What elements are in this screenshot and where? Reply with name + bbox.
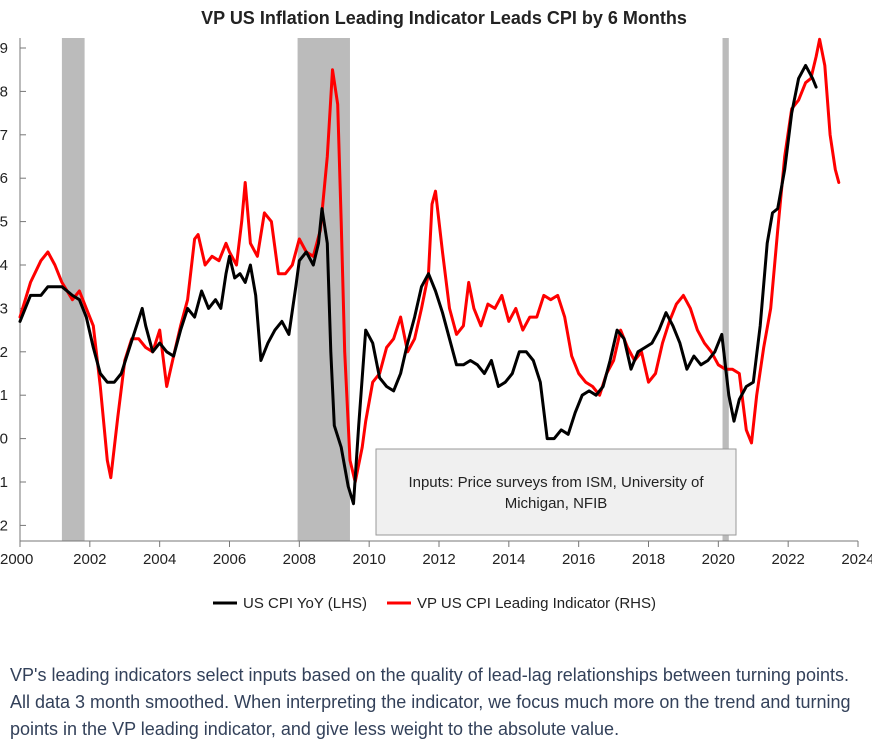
y-tick-label: 9 (0, 40, 8, 57)
x-tick-label: 2002 (73, 551, 106, 568)
y-tick-label: 1 (0, 387, 8, 404)
x-tick-label: 2022 (771, 551, 804, 568)
x-tick-label: 2020 (702, 551, 735, 568)
x-tick-label: 2006 (213, 551, 246, 568)
legend-label-leading: VP US CPI Leading Indicator (RHS) (417, 595, 656, 612)
x-tick-label: 2012 (422, 551, 455, 568)
x-tick-label: 2024 (841, 551, 872, 568)
recession-band-1 (297, 38, 350, 541)
chart: VP US Inflation Leading Indicator Leads … (0, 8, 872, 612)
legend-label-cpi: US CPI YoY (LHS) (243, 595, 367, 612)
recession-band-0 (61, 38, 85, 541)
x-tick-label: 2018 (632, 551, 665, 568)
recession-band-2 (722, 38, 729, 541)
chart-title: VP US Inflation Leading Indicator Leads … (201, 8, 687, 28)
x-tick-label: 2016 (562, 551, 595, 568)
y-tick-label: 2 (0, 344, 8, 361)
annotation-line-1: Inputs: Price surveys from ISM, Universi… (408, 474, 704, 491)
x-tick-label: 2000 (0, 551, 33, 568)
y-tick-label: 4 (0, 257, 8, 274)
y-tick-label: 5 (0, 214, 8, 231)
x-tick-label: 2004 (143, 551, 176, 568)
caption-text: VP's leading indicators select inputs ba… (10, 665, 851, 739)
x-tick-label: 2014 (492, 551, 525, 568)
annotation-line-2: Michigan, NFIB (505, 495, 608, 512)
y-tick-label: -1 (0, 474, 8, 491)
x-tick-label: 2010 (352, 551, 385, 568)
y-tick-label: 7 (0, 127, 8, 144)
recession-bands (61, 38, 729, 541)
y-tick-label: 6 (0, 170, 8, 187)
series-lines (18, 37, 841, 506)
series-line-leading-indicator (18, 37, 841, 484)
y-tick-label: 8 (0, 83, 8, 100)
series-line-cpi (18, 63, 818, 506)
legend: US CPI YoY (LHS) VP US CPI Leading Indic… (213, 595, 656, 612)
y-tick-label: -2 (0, 517, 8, 534)
axes: 9 8 7 6 5 4 3 2 1 0 -1 -2 2000 2002 2004 2006 2008 2010 20… (0, 38, 872, 568)
annotation-box: Inputs: Price surveys from ISM, Universi… (375, 448, 737, 536)
y-tick-label: 3 (0, 300, 8, 317)
y-tick-label: 0 (0, 431, 8, 448)
x-tick-label: 2008 (283, 551, 316, 568)
